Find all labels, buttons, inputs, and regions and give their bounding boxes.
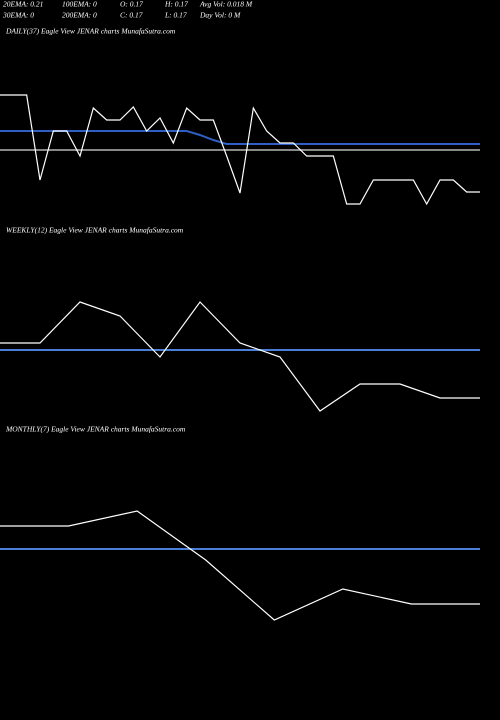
price-line	[0, 301, 480, 412]
header-stat: H: 0.17	[164, 0, 188, 9]
price-line	[0, 510, 480, 621]
header-stat: Avg Vol: 0.018 M	[199, 0, 253, 9]
header-stat: 100EMA: 0	[62, 0, 97, 9]
header-stat: Day Vol: 0 M	[199, 11, 241, 20]
panel-title: DAILY(37) Eagle View JENAR charts Munafa…	[5, 27, 176, 36]
header-stat: L: 0.17	[164, 11, 187, 20]
header-stat: 200EMA: 0	[62, 11, 97, 20]
panel-title: MONTHLY(7) Eagle View JENAR charts Munaf…	[5, 425, 186, 434]
header-stat: C: 0.17	[120, 11, 143, 20]
header-stat: O: 0.17	[120, 0, 143, 9]
header-stat: 20EMA: 0.21	[3, 0, 43, 9]
price-line	[0, 130, 480, 145]
panel-title: WEEKLY(12) Eagle View JENAR charts Munaf…	[6, 226, 184, 235]
price-line	[0, 94, 480, 206]
header-stat: 30EMA: 0	[2, 11, 34, 20]
